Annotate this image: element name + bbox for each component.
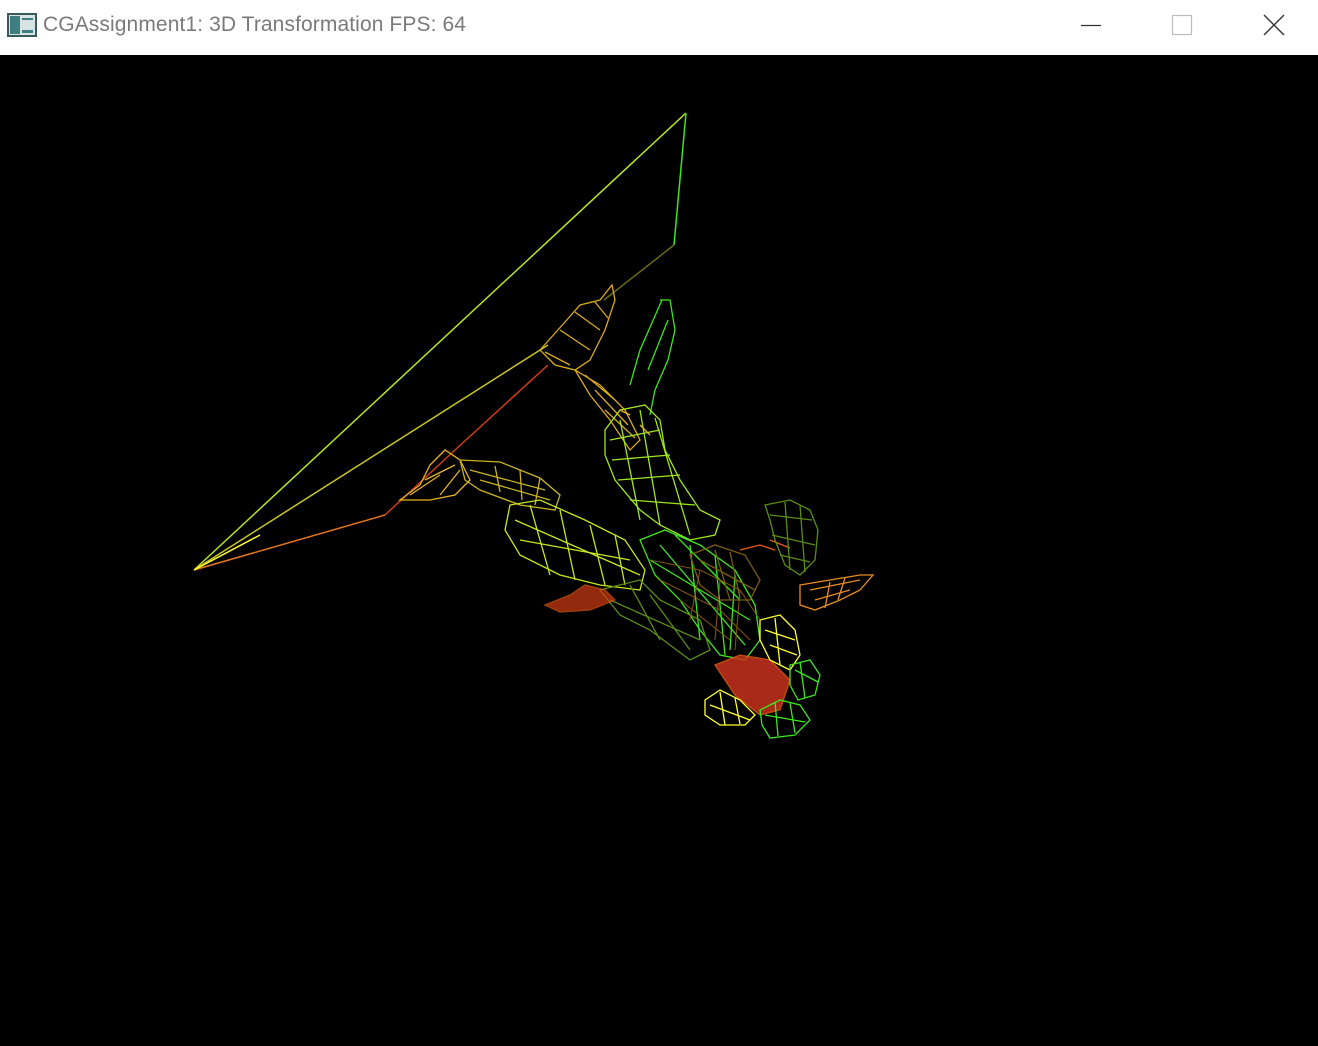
minimize-button[interactable] (1045, 0, 1137, 55)
render-viewport[interactable] (0, 55, 1318, 1046)
wireframe-lower-limb (398, 449, 646, 591)
wireframe-triangle (193, 112, 687, 571)
maximize-button[interactable] (1136, 0, 1228, 55)
wireframe-body (598, 529, 761, 661)
minimize-icon (1080, 14, 1102, 41)
application-window-icon[interactable] (7, 12, 37, 38)
wireframe-inner-structure (649, 559, 761, 651)
maximize-icon (1171, 14, 1193, 41)
wireframe-feet (704, 614, 821, 739)
wireframe-head (764, 499, 819, 576)
wireframe-upper-limb (539, 283, 641, 452)
title-bar[interactable]: CGAssignment1: 3D Transformation FPS: 64 (0, 0, 1318, 55)
close-icon (1262, 13, 1286, 42)
wireframe-accent-red (543, 539, 791, 716)
wireframe-right-limb (799, 574, 875, 611)
wireframe-scene (193, 112, 875, 739)
close-button[interactable] (1228, 0, 1318, 55)
wireframe-torso (604, 299, 721, 541)
window-title: CGAssignment1: 3D Transformation FPS: 64 (43, 13, 467, 36)
